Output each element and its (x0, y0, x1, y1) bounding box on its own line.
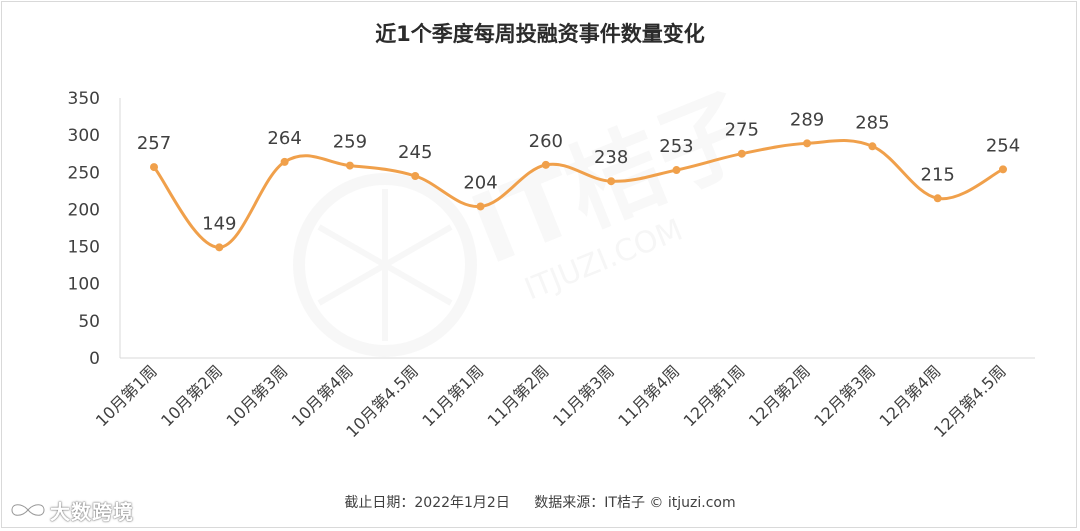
data-point (803, 139, 812, 148)
data-labels-layer: 257 149 264 259 245 204 260 238 253 275 289 285 215 2… (137, 109, 1020, 234)
data-point (999, 165, 1007, 174)
data-label: 215 (921, 164, 955, 185)
series-line-layer (152, 139, 1004, 249)
footer-source: 数据来源：IT桔子 © itjuzi.com (534, 495, 736, 511)
y-tick-label: 0 (89, 349, 100, 369)
data-point (672, 166, 681, 175)
data-point (933, 194, 942, 203)
chart-title: 近1个季度每周投融资事件数量变化 (375, 22, 705, 46)
data-label: 204 (463, 172, 497, 193)
x-tick-label: 12月第4周 (876, 361, 945, 430)
y-tick-label: 200 (68, 200, 100, 220)
data-label: 275 (725, 120, 759, 141)
x-tick-label: 12月第1周 (680, 361, 749, 430)
data-point (280, 157, 289, 166)
x-tick-label: 10月第1周 (92, 361, 161, 430)
data-point (215, 243, 224, 252)
y-tick-label: 350 (68, 89, 100, 109)
data-point (476, 202, 485, 211)
data-point (541, 160, 550, 169)
data-point (150, 163, 158, 172)
data-label: 245 (398, 142, 432, 163)
y-tick-label: 300 (68, 126, 100, 146)
y-tick-label: 100 (68, 275, 100, 295)
data-point (607, 177, 616, 186)
infinity-icon (10, 503, 46, 517)
y-tick-label: 50 (78, 312, 100, 332)
data-label: 264 (267, 128, 301, 149)
x-tick-label: 12月第2周 (745, 361, 814, 430)
x-tick-label: 11月第3周 (549, 361, 618, 430)
data-point (737, 149, 746, 158)
x-tick-label: 10月第2周 (157, 361, 226, 430)
y-tick-label: 150 (68, 238, 100, 258)
x-tick-label: 11月第4周 (614, 361, 683, 430)
data-label: 149 (202, 213, 236, 234)
points-layer (150, 139, 1007, 252)
data-label: 257 (137, 133, 171, 154)
data-label: 260 (529, 131, 563, 152)
x-tick-label: 11月第2周 (484, 361, 553, 430)
data-label: 254 (986, 135, 1020, 156)
x-tick-label: 12月第3周 (810, 361, 879, 430)
data-label: 238 (594, 147, 628, 168)
footer-date: 截止日期：2022年1月2日 (344, 495, 510, 511)
data-point (868, 142, 877, 151)
brand-text: 大数跨境 (50, 500, 134, 524)
x-tick-label: 11月第1周 (418, 361, 487, 430)
data-point (345, 161, 354, 170)
x-tick-label: 10月第3周 (222, 361, 291, 430)
watermark: IT桔子 ITJUZI.COM (293, 73, 770, 357)
data-label: 289 (790, 109, 824, 130)
data-label: 285 (855, 112, 889, 133)
data-label: 259 (333, 132, 367, 153)
orange-slice-icon (293, 173, 477, 357)
x-tick-label: 10月第4周 (288, 361, 357, 430)
data-label: 253 (659, 136, 693, 157)
data-point (411, 172, 420, 180)
y-tick-label: 250 (68, 163, 100, 183)
series-line (152, 139, 1004, 249)
footer: 截止日期：2022年1月2日 数据来源：IT桔子 © itjuzi.com (0, 492, 1080, 512)
